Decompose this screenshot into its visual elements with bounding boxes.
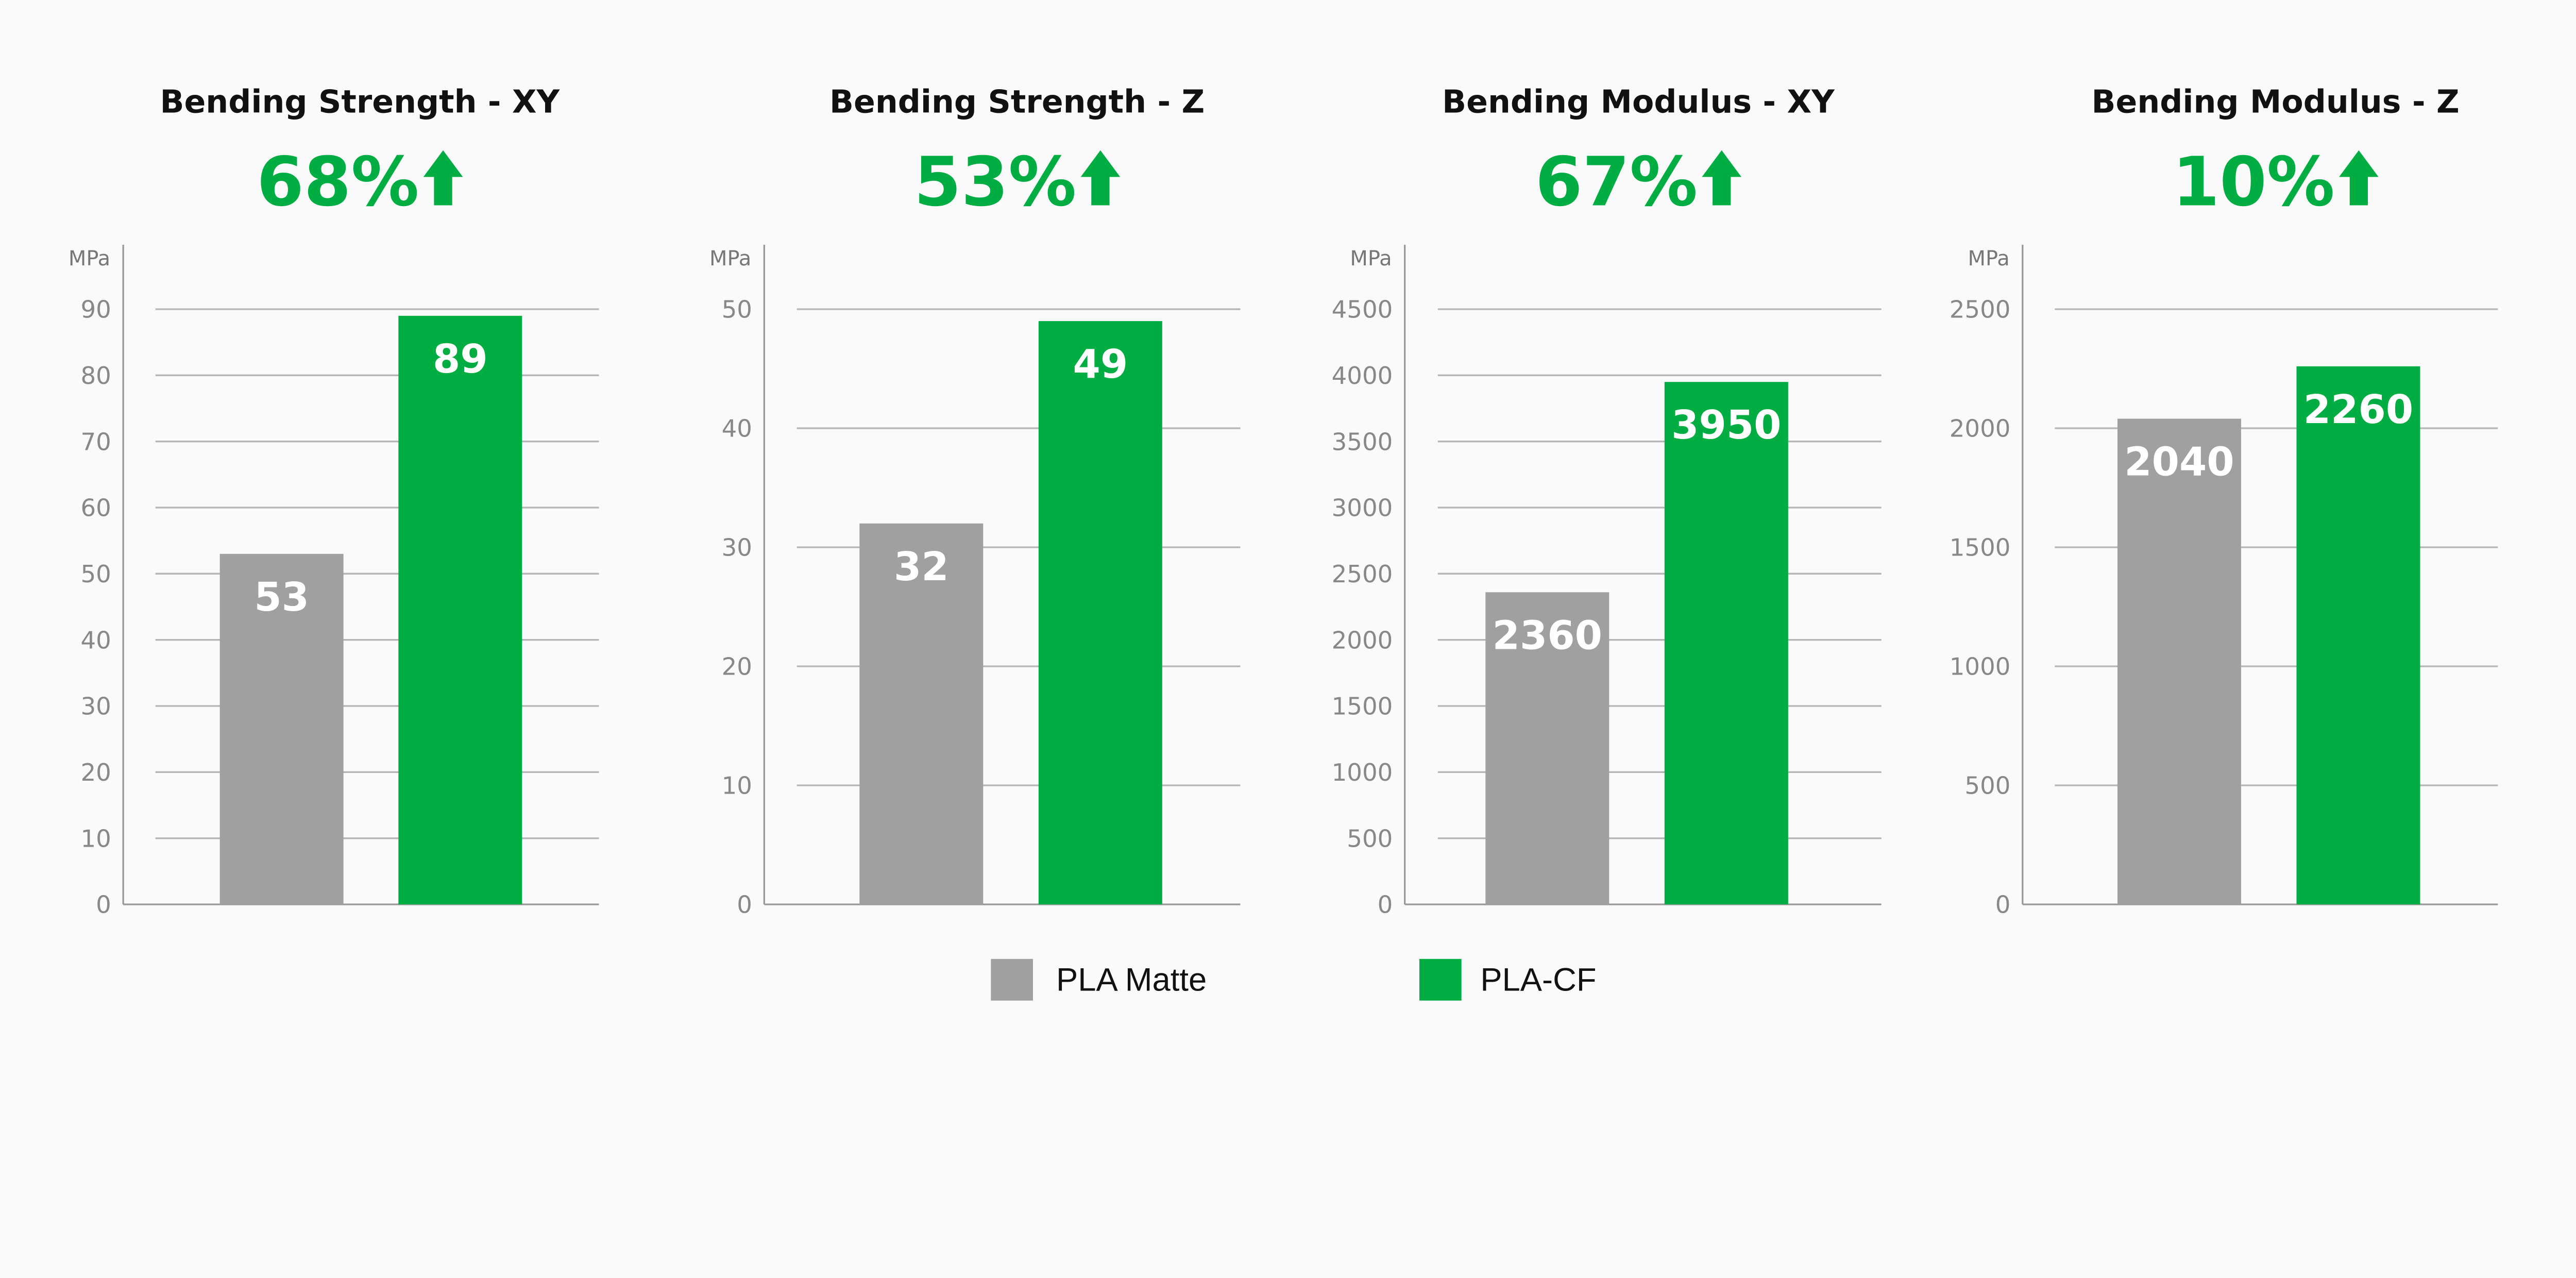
chart-4: Bending Modulus - Z 10% MPa 0 500 1000 1500 200…	[1950, 83, 2498, 919]
bar-pla-cf	[1038, 321, 1162, 904]
y-tick-label: 500	[1347, 825, 1393, 853]
chart-title: Bending Modulus - Z	[2092, 83, 2460, 120]
bar-value-label: 32	[894, 544, 949, 590]
y-tick-label: 3500	[1332, 428, 1393, 456]
improvement-percent: 68%	[257, 143, 419, 222]
legend-swatch-pla-matte	[991, 959, 1033, 1001]
improvement-percent: 67%	[1535, 143, 1698, 222]
y-tick-label: 30	[80, 693, 111, 721]
bending-properties-charts: Bending Strength - XY 68% MPa 0 10 20 30 40 50 60…	[68, 83, 2498, 1001]
bar-value-label: 3950	[1671, 402, 1781, 448]
bar-pla-matte	[859, 523, 984, 904]
y-tick-label: 10	[80, 825, 111, 853]
arrow-up-icon	[2339, 150, 2379, 206]
y-axis-unit: MPa	[1350, 247, 1392, 271]
y-tick-label: 90	[80, 296, 111, 324]
chart-title: Bending Strength - XY	[160, 83, 561, 120]
y-axis-unit: MPa	[1968, 247, 2009, 271]
y-tick-label: 2000	[1950, 415, 2011, 443]
bar-value-label: 49	[1073, 342, 1128, 388]
y-tick-label: 50	[80, 561, 111, 588]
bar-value-label: 2040	[2124, 440, 2234, 485]
y-tick-label: 0	[1995, 892, 2011, 919]
y-tick-label: 0	[96, 892, 111, 919]
bar-pla-cf	[1664, 382, 1788, 904]
y-tick-label: 2500	[1332, 561, 1393, 588]
y-tick-label: 40	[722, 415, 752, 443]
y-tick-label: 2500	[1950, 296, 2011, 324]
legend: PLA Matte PLA-CF	[991, 959, 1597, 1001]
y-axis-unit: MPa	[709, 247, 751, 271]
chart-title: Bending Modulus - XY	[1442, 83, 1835, 120]
y-tick-label: 500	[1964, 772, 2010, 800]
y-tick-label: 4500	[1332, 296, 1393, 324]
y-tick-label: 0	[1378, 892, 1393, 919]
y-tick-label: 60	[80, 495, 111, 523]
bar-value-label: 89	[433, 337, 488, 382]
y-tick-label: 1500	[1332, 693, 1393, 721]
y-tick-label: 4000	[1332, 362, 1393, 390]
chart-1: Bending Strength - XY 68% MPa 0 10 20 30 40 50 60…	[69, 83, 599, 919]
chart-title: Bending Strength - Z	[829, 83, 1205, 120]
y-tick-label: 20	[722, 653, 752, 681]
legend-label-pla-cf: PLA-CF	[1480, 962, 1596, 998]
bar-value-label: 2360	[1493, 613, 1602, 659]
y-tick-label: 20	[80, 759, 111, 787]
y-tick-label: 80	[80, 362, 111, 390]
arrow-up-icon	[423, 150, 463, 206]
legend-label-pla-matte: PLA Matte	[1056, 962, 1207, 998]
bar-value-label: 2260	[2303, 387, 2413, 433]
y-tick-label: 40	[80, 627, 111, 654]
bar-pla-matte	[2117, 418, 2241, 904]
y-axis-unit: MPa	[69, 247, 110, 271]
y-tick-label: 1500	[1950, 534, 2011, 562]
y-tick-label: 0	[737, 892, 752, 919]
improvement-percent: 53%	[914, 143, 1076, 222]
bar-pla-cf	[2296, 366, 2420, 904]
arrow-up-icon	[1702, 150, 1742, 206]
chart-3: Bending Modulus - XY 67% MPa 0 500 1000 1500 20…	[1332, 83, 1882, 919]
y-tick-label: 70	[80, 428, 111, 456]
bar-pla-matte	[1485, 592, 1609, 904]
bar-pla-cf	[398, 315, 522, 904]
legend-swatch-pla-cf	[1419, 959, 1462, 1001]
y-tick-label: 3000	[1332, 495, 1393, 523]
bar-pla-matte	[219, 553, 344, 904]
y-tick-label: 50	[722, 296, 752, 324]
bar-value-label: 53	[254, 575, 309, 620]
y-tick-label: 2000	[1332, 627, 1393, 654]
chart-2: Bending Strength - Z 53% MPa 0 10 20 30 40 50 32 4…	[709, 83, 1241, 919]
y-tick-label: 1000	[1332, 759, 1393, 787]
y-tick-label: 10	[722, 772, 752, 800]
arrow-up-icon	[1080, 150, 1121, 206]
y-tick-label: 1000	[1950, 653, 2011, 681]
improvement-percent: 10%	[2173, 143, 2335, 222]
y-tick-label: 30	[722, 534, 752, 562]
